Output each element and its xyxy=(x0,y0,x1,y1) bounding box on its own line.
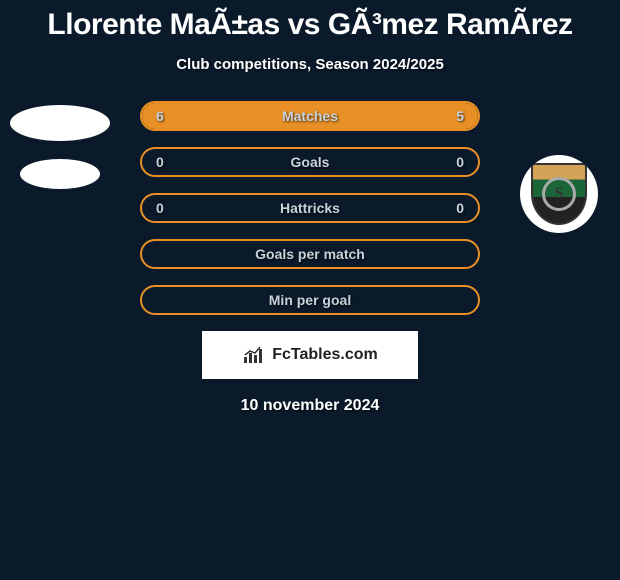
brand-text: FcTables.com xyxy=(272,346,378,364)
stat-value-left: 0 xyxy=(156,200,164,216)
stat-label: Min per goal xyxy=(269,292,351,308)
club-crest-icon: S xyxy=(531,163,587,225)
stat-value-right: 0 xyxy=(456,154,464,170)
stat-label: Goals per match xyxy=(255,246,365,262)
stat-value-left: 6 xyxy=(156,108,164,124)
stat-row: Min per goal xyxy=(140,285,480,315)
stat-row: 6 Matches 5 xyxy=(140,101,480,131)
stat-row: 0 Hattricks 0 xyxy=(140,193,480,223)
stat-row: Goals per match xyxy=(140,239,480,269)
brand-badge[interactable]: FcTables.com xyxy=(202,331,418,379)
content-area: S 6 Matches 5 0 Goals 0 0 Hattricks 0 Goals per m… xyxy=(0,101,620,415)
club-logo-right: S xyxy=(520,155,598,233)
stat-row: 0 Goals 0 xyxy=(140,147,480,177)
stat-label: Hattricks xyxy=(280,200,340,216)
chart-icon xyxy=(242,345,266,365)
date-text: 10 november 2024 xyxy=(0,397,620,415)
stat-value-right: 0 xyxy=(456,200,464,216)
stat-label: Goals xyxy=(291,154,330,170)
page-title: Llorente MaÃ±as vs GÃ³mez RamÃ­rez xyxy=(0,8,620,42)
stat-value-left: 0 xyxy=(156,154,164,170)
player-left-badge-1 xyxy=(10,105,110,141)
stat-value-right: 5 xyxy=(456,108,464,124)
player-left-badge-2 xyxy=(20,159,100,189)
stat-label: Matches xyxy=(282,108,338,124)
page-subtitle: Club competitions, Season 2024/2025 xyxy=(0,56,620,73)
header: Llorente MaÃ±as vs GÃ³mez RamÃ­rez Club … xyxy=(0,0,620,73)
